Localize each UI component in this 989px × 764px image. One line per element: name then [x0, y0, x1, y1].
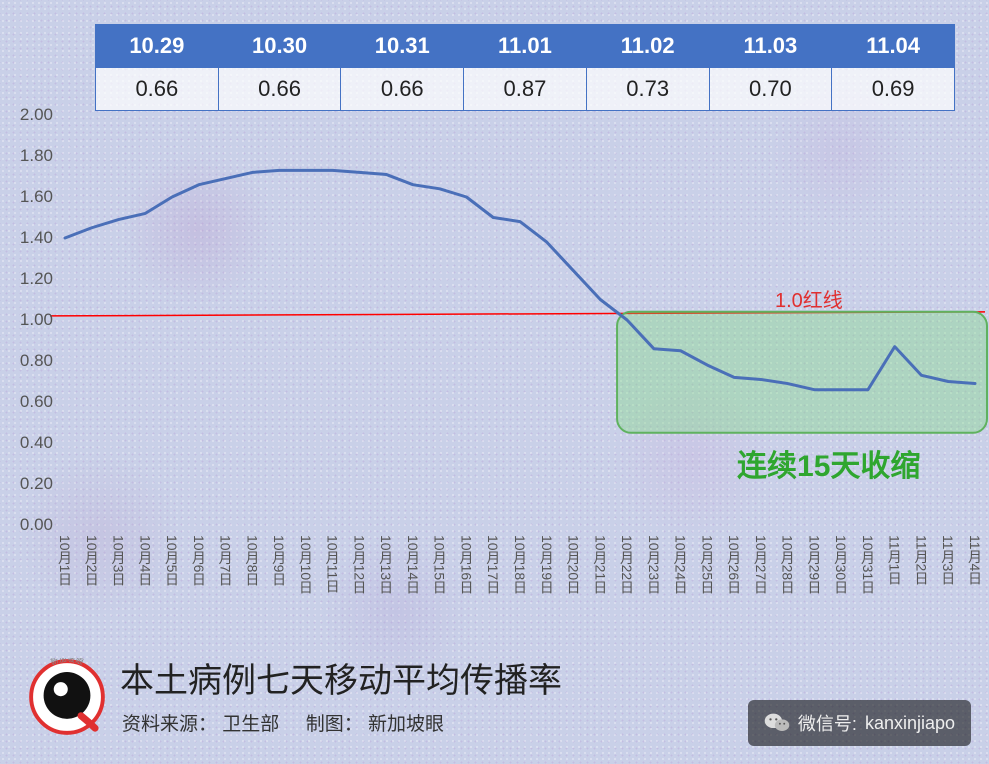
x-axis-tick: 10月19日 [537, 535, 557, 594]
table-header-cell: 10.30 [218, 25, 341, 68]
table-value-cell: 0.87 [464, 68, 587, 111]
chart-title: 本土病例七天移动平均传播率 [120, 653, 562, 702]
x-axis-tick: 10月11日 [323, 535, 343, 593]
x-axis-tick: 10月10日 [296, 535, 316, 594]
wechat-icon [764, 712, 790, 734]
line-chart: 0.00 0.20 0.40 0.60 0.80 1.00 1.20 1.40 1.60 1.80… [10, 115, 975, 615]
x-axis-tick: 10月1日 [55, 535, 75, 586]
table-value-cell: 0.66 [341, 68, 464, 111]
y-axis-tick: 1.40 [20, 228, 53, 248]
y-axis-tick: 0.60 [20, 392, 53, 412]
x-axis-tick: 10月6日 [189, 535, 209, 586]
x-axis-tick: 11月4日 [965, 535, 985, 585]
x-axis-tick: 11月1日 [885, 535, 905, 585]
x-axis-tick: 10月20日 [564, 535, 584, 594]
data-table: 10.2910.3010.3111.0111.0211.0311.04 0.66… [95, 24, 955, 111]
x-axis-tick: 11月2日 [911, 535, 931, 585]
table-value-cell: 0.66 [96, 68, 219, 111]
table-header-cell: 11.04 [832, 25, 955, 68]
x-axis-tick: 10月8日 [242, 535, 262, 586]
x-axis-tick: 10月3日 [109, 535, 129, 586]
x-axis-tick: 10月23日 [644, 535, 664, 594]
x-axis-tick: 10月9日 [269, 535, 289, 586]
x-axis-tick: 10月28日 [778, 535, 798, 594]
y-axis-tick: 2.00 [20, 105, 53, 125]
table-value-cell: 0.70 [709, 68, 832, 111]
x-axis-tick: 10月22日 [617, 535, 637, 594]
x-axis-tick: 10月18日 [510, 535, 530, 594]
source-value: 卫生部 [222, 714, 279, 735]
x-axis-tick: 10月24日 [671, 535, 691, 594]
x-axis-tick: 10月14日 [403, 535, 423, 594]
x-axis-tick: 10月5日 [162, 535, 182, 586]
wechat-value: kanxinjiapo [865, 713, 955, 734]
x-axis-tick: 10月17日 [483, 535, 503, 594]
y-axis-tick: 1.00 [20, 310, 53, 330]
x-axis-tick: 10月16日 [456, 535, 476, 594]
footer: 新加坡眼 本土病例七天移动平均传播率 资料来源： 卫生部 制图： 新加坡眼 微信… [0, 644, 989, 764]
x-axis-tick: 10月13日 [376, 535, 396, 594]
x-axis-tick: 10月27日 [751, 535, 771, 594]
y-axis-tick: 0.00 [20, 515, 53, 535]
wechat-badge: 微信号: kanxinjiapo [748, 700, 971, 746]
source-label: 资料来源： [122, 714, 217, 735]
table-value-cell: 0.73 [586, 68, 709, 111]
y-axis-tick: 0.20 [20, 474, 53, 494]
graphic-value: 新加坡眼 [368, 714, 444, 735]
x-axis-tick: 10月29日 [804, 535, 824, 594]
y-axis-tick: 0.40 [20, 433, 53, 453]
x-axis-tick: 10月30日 [831, 535, 851, 594]
x-axis-tick: 11月3日 [938, 535, 958, 585]
highlight-label: 连续15天收缩 [737, 441, 920, 485]
table-header-cell: 10.31 [341, 25, 464, 68]
y-axis-tick: 1.20 [20, 269, 53, 289]
x-axis-tick: 10月2日 [82, 535, 102, 586]
highlight-box [617, 312, 987, 433]
redline-label: 1.0红线 [775, 284, 843, 313]
table-header-cell: 11.01 [464, 25, 587, 68]
x-axis-tick: 10月26日 [724, 535, 744, 594]
logo: 新加坡眼 [28, 658, 106, 736]
x-axis-tick: 10月15日 [430, 535, 450, 594]
x-axis-tick: 10月12日 [349, 535, 369, 594]
x-axis-tick: 10月25日 [697, 535, 717, 594]
chart-subtitle: 资料来源： 卫生部 制图： 新加坡眼 [122, 709, 444, 736]
table-header-cell: 11.02 [586, 25, 709, 68]
graphic-label: 制图： [306, 714, 363, 735]
y-axis-tick: 0.80 [20, 351, 53, 371]
x-axis-tick: 10月7日 [216, 535, 236, 586]
y-axis-tick: 1.80 [20, 146, 53, 166]
x-axis-tick: 10月21日 [590, 535, 610, 594]
table-header-cell: 11.03 [709, 25, 832, 68]
table-header-cell: 10.29 [96, 25, 219, 68]
table-value-cell: 0.66 [218, 68, 341, 111]
x-axis-tick: 10月4日 [135, 535, 155, 586]
wechat-label: 微信号: [798, 710, 857, 736]
y-axis-tick: 1.60 [20, 187, 53, 207]
table-value-cell: 0.69 [832, 68, 955, 111]
x-axis-tick: 10月31日 [858, 535, 878, 594]
